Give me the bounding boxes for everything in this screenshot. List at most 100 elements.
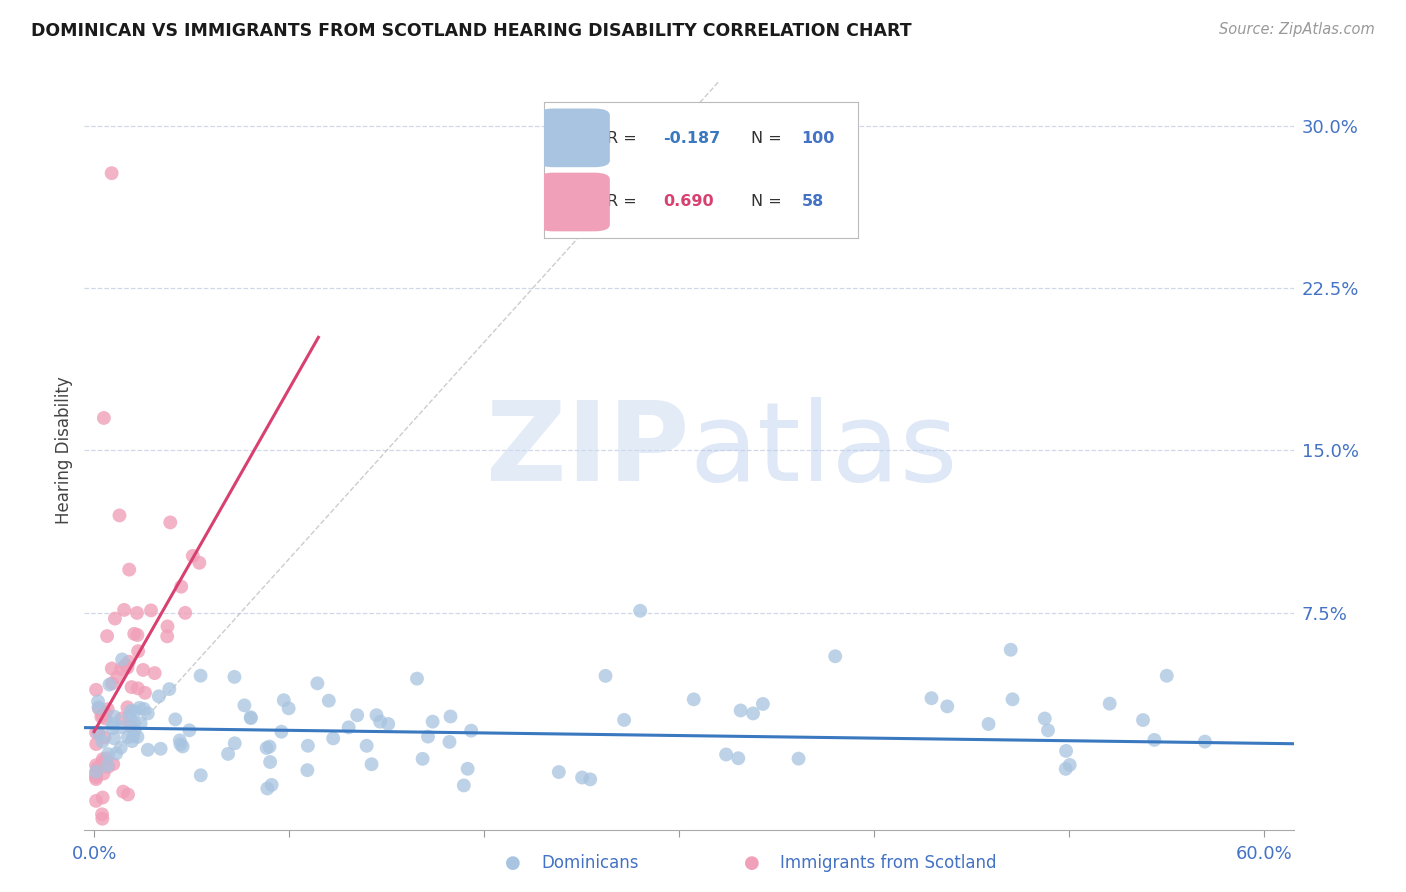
Point [128,701,150,715]
Point [260,778,283,792]
Point [439,709,461,723]
Point [101,661,124,675]
Point [156,619,179,633]
Point [97,702,120,716]
Point [148,690,170,704]
Point [127,644,149,658]
Point [97,760,120,774]
Point [87,727,110,741]
Point [439,735,461,749]
Point [121,734,143,748]
Point [217,747,239,761]
Point [84,770,107,784]
Point [571,771,593,785]
Point [170,580,193,594]
Point [1194,734,1216,748]
Point [188,556,211,570]
Point [91,807,114,822]
Point [96,751,118,765]
Point [233,698,256,713]
Point [297,763,319,777]
Point [1059,758,1081,772]
Point [256,741,278,756]
Point [117,660,139,674]
Point [87,725,110,739]
Point [727,751,749,765]
Point [120,704,142,718]
Point [406,672,429,686]
Text: atlas: atlas [689,397,957,504]
Point [105,670,128,684]
Point [169,737,191,751]
Point [97,747,120,761]
Point [457,762,479,776]
Point [96,629,118,643]
Point [165,712,187,726]
Point [101,676,124,690]
Point [595,669,617,683]
Point [121,680,143,694]
Point [259,739,281,754]
Point [1132,713,1154,727]
Point [120,719,142,733]
Point [110,740,132,755]
Text: ●: ● [505,855,522,872]
Point [84,764,107,779]
Point [159,516,181,530]
Point [136,743,159,757]
Point [127,681,149,696]
Text: ●: ● [744,855,761,872]
Point [87,702,110,716]
Point [110,662,132,676]
Point [752,697,775,711]
Point [1156,669,1178,683]
Point [368,714,391,729]
Point [101,721,124,735]
Point [101,717,124,731]
Point [98,678,121,692]
Point [110,711,132,725]
Point [104,611,127,625]
Point [93,411,115,425]
Point [613,713,636,727]
Point [1098,697,1121,711]
Point [87,694,110,708]
Point [117,788,139,802]
Point [346,708,368,723]
Point [742,706,765,721]
Point [1054,762,1077,776]
Point [94,711,117,725]
Point [127,730,149,744]
Point [239,711,262,725]
Point [127,628,149,642]
Point [416,730,439,744]
Point [84,794,107,808]
Point [682,692,704,706]
Point [1036,723,1059,738]
Point [117,700,139,714]
Point [122,627,145,641]
Point [172,739,194,754]
Point [91,752,114,766]
Text: DOMINICAN VS IMMIGRANTS FROM SCOTLAND HEARING DISABILITY CORRELATION CHART: DOMINICAN VS IMMIGRANTS FROM SCOTLAND HE… [31,22,911,40]
Point [1001,692,1024,706]
Text: Dominicans: Dominicans [541,855,638,872]
Point [87,700,110,714]
Point [181,549,204,563]
Point [377,717,399,731]
Point [118,655,141,669]
Point [91,755,114,769]
Point [124,705,146,719]
Point [122,730,145,744]
Point [117,730,139,744]
Point [157,682,180,697]
Point [84,725,107,739]
Point [824,649,846,664]
Point [84,737,107,751]
Point [93,731,115,745]
Text: ZIP: ZIP [485,397,689,504]
Point [921,691,943,706]
Point [190,768,212,782]
Point [91,790,114,805]
Point [118,709,141,723]
